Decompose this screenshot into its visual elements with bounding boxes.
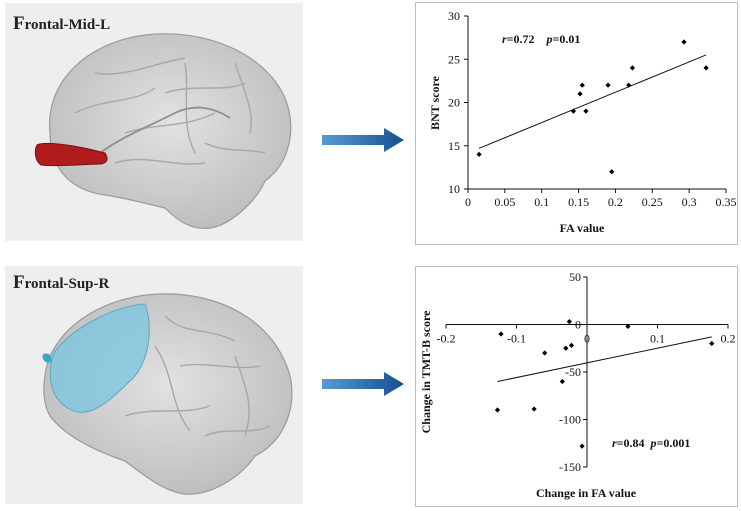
data-point: [498, 331, 504, 337]
x-tick-label: -0.2: [437, 332, 456, 346]
brain-region-highlight: [49, 303, 150, 413]
x-tick-label: 0.3: [682, 195, 697, 209]
brain-panel-frontal-mid-l: Frontal-Mid-L: [5, 3, 303, 241]
data-point: [681, 39, 687, 45]
x-tick-label: 0.35: [716, 195, 737, 209]
brain-image-frontal-mid-l: [34, 33, 292, 230]
x-tick-label: 0.2: [721, 332, 736, 346]
y-axis-label: BNT score: [428, 75, 442, 130]
data-point: [626, 82, 632, 88]
x-tick-label: -0.1: [507, 332, 526, 346]
x-tick-label: 0: [465, 195, 471, 209]
correlation-annotation: r=0.72 p=0.01: [502, 32, 580, 46]
y-tick-label: 10: [448, 182, 460, 196]
x-tick-label: 0.2: [608, 195, 623, 209]
data-point: [583, 108, 589, 114]
right-arrow-icon: [322, 372, 404, 396]
data-point: [579, 82, 585, 88]
data-point: [703, 65, 709, 71]
y-tick-label: 0: [575, 318, 581, 332]
brain-image-frontal-sup-r: [42, 293, 293, 495]
right-arrow-icon: [322, 128, 404, 152]
x-tick-label: 0.1: [534, 195, 549, 209]
y-tick-label: 50: [569, 270, 581, 284]
y-tick-label: -100: [559, 413, 581, 427]
y-axis-label: Change in TMT-B score: [419, 310, 433, 433]
y-tick-label: -150: [559, 460, 581, 474]
brain-panel-frontal-sup-r: Frontal-Sup-R: [5, 266, 303, 504]
chart2-svg: Change in TMT-B score Change in FA value…: [419, 270, 736, 500]
x-axis-label: Change in FA value: [536, 486, 637, 500]
data-point: [559, 378, 565, 385]
y-tick-label: 25: [448, 52, 460, 66]
data-point: [568, 342, 575, 348]
chart1-svg: BNT score FA value r=0.72 p=0.01 0 0.05 0.1…: [428, 9, 737, 235]
data-point: [531, 406, 537, 412]
data-point: [709, 340, 715, 347]
data-point: [570, 108, 577, 114]
scatter-chart-tmt-b: Change in TMT-B score Change in FA value…: [415, 266, 738, 507]
data-point: [579, 443, 585, 449]
correlation-annotation: r=0.84 p=0.001: [612, 436, 690, 450]
x-axis-label: FA value: [560, 221, 605, 235]
trend-line: [497, 336, 712, 382]
brain-region-highlight: [34, 142, 108, 167]
x-tick-label: 0: [584, 332, 590, 346]
x-tick-label: 0.25: [642, 195, 663, 209]
data-point: [542, 350, 548, 356]
y-tick-label: -50: [565, 365, 581, 379]
x-tick-label: 0.15: [568, 195, 589, 209]
y-tick-label: 15: [448, 139, 460, 153]
data-point: [563, 345, 569, 351]
trend-line: [478, 54, 707, 149]
y-tick-label: 20: [448, 96, 460, 110]
data-point: [609, 169, 615, 175]
data-point: [629, 65, 635, 71]
data-point: [476, 151, 482, 157]
region-label-frontal-sup-r: Frontal-Sup-R: [13, 272, 110, 293]
data-point: [566, 319, 572, 325]
region-label-frontal-mid-l: Frontal-Mid-L: [13, 13, 111, 34]
scatter-chart-bnt: BNT score FA value r=0.72 p=0.01 0 0.05 0.1…: [415, 2, 738, 245]
data-point: [605, 82, 611, 88]
x-tick-label: 0.05: [494, 195, 515, 209]
y-tick-label: 30: [448, 9, 460, 23]
data-point: [577, 91, 583, 97]
data-point: [494, 407, 501, 413]
x-tick-label: 0.1: [650, 332, 665, 346]
